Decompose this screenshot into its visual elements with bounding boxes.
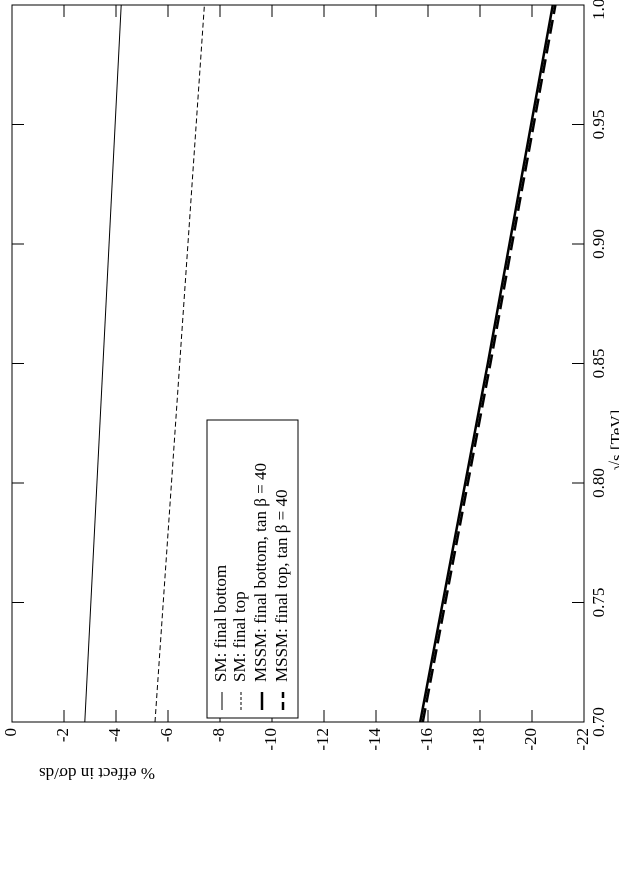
x-tick-label: 1.00: [589, 0, 608, 20]
x-tick-label: 0.80: [589, 468, 608, 498]
x-axis-title: √s [TeV]: [607, 410, 619, 471]
y-tick-label: -12: [313, 728, 332, 751]
y-tick-label: -16: [417, 728, 436, 751]
y-tick-label: -10: [261, 728, 280, 751]
x-tick-label: 0.75: [589, 588, 608, 618]
y-tick-label: -20: [521, 728, 540, 751]
x-tick-label: 0.70: [589, 707, 608, 737]
series-line: [154, 4, 205, 723]
y-tick-label: -2: [53, 728, 72, 742]
legend-label: SM: final top: [230, 591, 249, 682]
legend-label: MSSM: final bottom, tan β = 40: [251, 463, 270, 682]
legend-box: [206, 419, 299, 719]
x-tick-label: 0.85: [589, 349, 608, 379]
y-tick-label: -8: [209, 728, 228, 742]
legend-label: SM: final bottom: [211, 565, 230, 682]
x-tick-label: 0.90: [589, 229, 608, 259]
x-tick-label: 0.95: [589, 110, 608, 140]
series-line: [84, 4, 122, 723]
series-line: [421, 4, 557, 723]
y-tick-label: 0: [1, 728, 20, 737]
y-tick-label: -4: [105, 728, 124, 743]
rotated-plot: 0.70 0.75 0.80 0.85 0.90 0.95 1.00 0 -2 -4 -6 -8 -10…: [1, 0, 619, 783]
y-tick-label: -22: [573, 728, 592, 751]
y-tick-label: -18: [469, 728, 488, 751]
y-axis-title: % effect in dσ/ds: [39, 764, 155, 783]
series-line: [418, 4, 555, 723]
y-tick-label: -6: [157, 728, 176, 742]
legend-label: MSSM: final top, tan β = 40: [272, 490, 291, 683]
y-tick-label: -14: [365, 728, 384, 751]
